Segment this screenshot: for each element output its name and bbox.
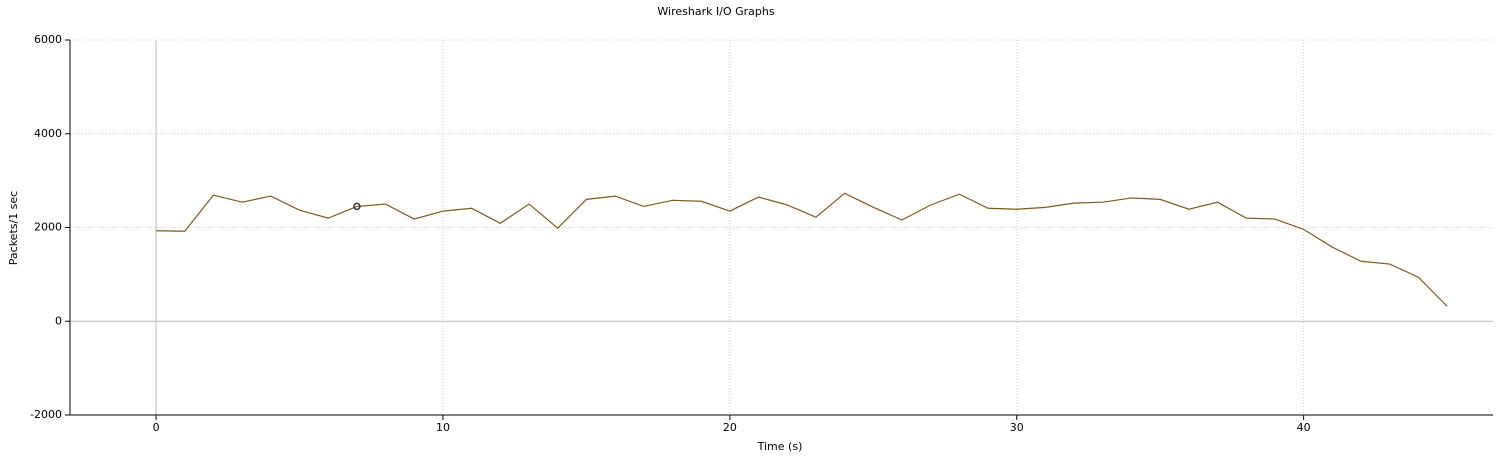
x-axis-label: Time (s): [757, 440, 803, 453]
x-tick-label: 10: [436, 421, 450, 434]
chart-title: Wireshark I/O Graphs: [657, 5, 774, 18]
data-line: [156, 192, 1448, 307]
x-tick-label: 20: [723, 421, 737, 434]
y-tick-label: 4000: [34, 127, 62, 140]
y-tick-label: 0: [55, 314, 62, 327]
y-tick-label: 2000: [34, 221, 62, 234]
point-marker: [353, 202, 361, 211]
y-tick-label: -2000: [30, 408, 62, 421]
y-tick-label: 6000: [34, 33, 62, 46]
x-tick-label: 30: [1010, 421, 1024, 434]
x-tick-label: 0: [153, 421, 160, 434]
x-tick-label: 40: [1297, 421, 1311, 434]
y-axis-label: Packets/1 sec: [7, 191, 20, 265]
